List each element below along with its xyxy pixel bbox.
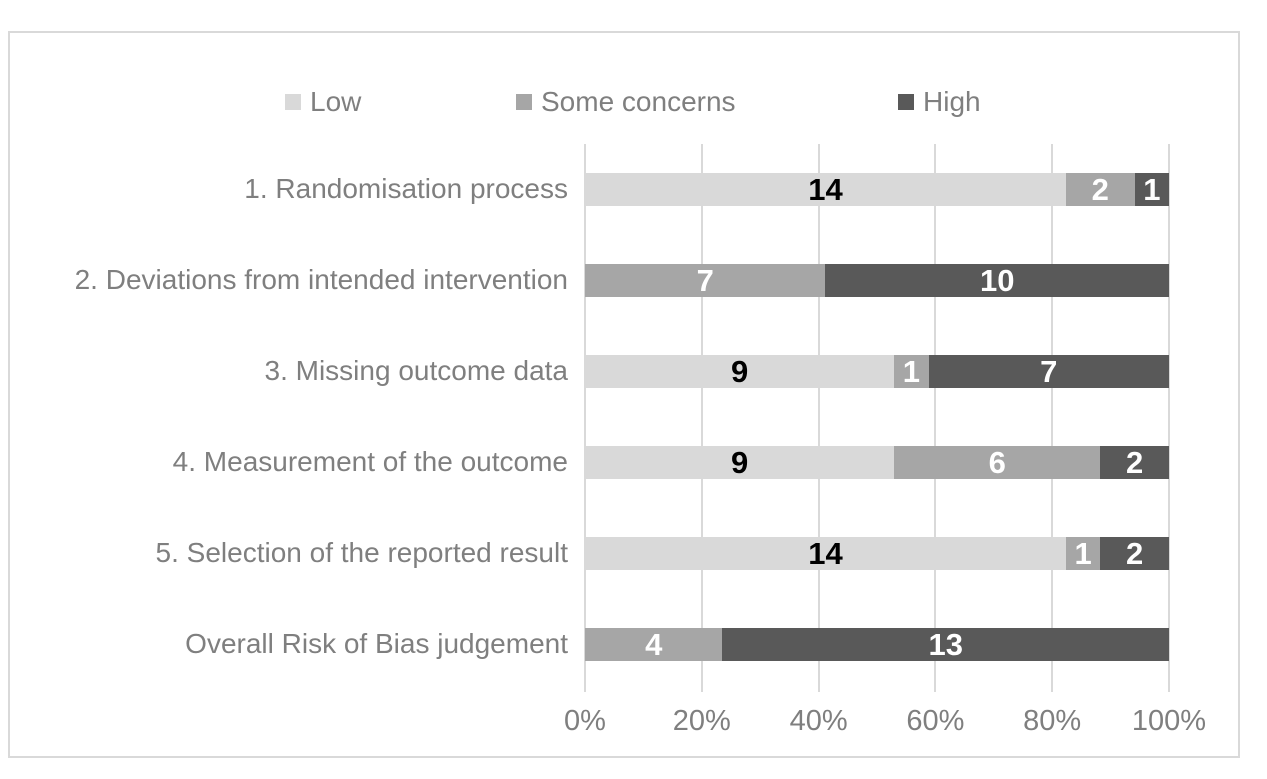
bar-segment-high: 13: [722, 628, 1169, 661]
stacked-bar: 9 1 7: [585, 355, 1169, 388]
bar-segment-low: 14: [585, 173, 1066, 206]
bar-segment-some-concerns: 4: [585, 627, 723, 662]
data-label: 14: [808, 536, 843, 571]
category-label: 1. Randomisation process: [244, 173, 568, 204]
gridline-0%: [584, 144, 586, 692]
data-label: 9: [730, 354, 749, 389]
stacked-bar: 7 10: [585, 264, 1169, 297]
legend-swatch-icon: [898, 94, 914, 110]
data-label: 4: [645, 627, 663, 662]
data-label: 2: [1091, 172, 1109, 207]
data-label: 13: [928, 627, 963, 662]
data-label: 1: [1143, 172, 1161, 207]
data-label: 6: [988, 445, 1006, 480]
plot-area: 1. Randomisation process 14 2 1 2. Deviation…: [75, 144, 1206, 737]
legend-label: High: [923, 86, 981, 117]
x-tick-label: 80%: [1023, 705, 1082, 737]
bar-segment-some-concerns: 2: [1065, 172, 1135, 207]
bar-segment-some-concerns: 1: [1065, 536, 1101, 571]
bar-segment-high: 7: [928, 354, 1169, 389]
data-label: 1: [902, 354, 920, 389]
bar-segment-some-concerns: 6: [894, 445, 1101, 480]
category-label: 3. Missing outcome data: [264, 355, 569, 386]
bar-segment-high: 1: [1134, 172, 1169, 207]
stacked-bar: 14 2 1: [585, 173, 1169, 206]
stacked-bar: 14 1 2: [585, 537, 1169, 570]
table-row: 1. Randomisation process 14 2 1: [244, 144, 1169, 235]
bar-segment-some-concerns: 1: [894, 354, 929, 389]
x-tick-label: 40%: [789, 705, 848, 737]
data-label: 9: [730, 445, 749, 480]
x-tick-label: 100%: [1131, 705, 1207, 737]
category-label: 2. Deviations from intended intervention: [74, 264, 568, 295]
gridline-40%: [817, 144, 820, 692]
legend-item-high: High: [898, 85, 981, 119]
gridline-80%: [1051, 144, 1054, 692]
table-row: Overall Risk of Bias judgement 4 13: [185, 599, 1169, 690]
data-label: 10: [979, 263, 1015, 298]
stacked-bar: 4 13: [585, 628, 1169, 661]
bar-segment-high: 2: [1100, 537, 1169, 570]
bar-segment-some-concerns: 7: [585, 263, 826, 298]
x-axis: 0% 20% 40% 60% 80% 100%: [564, 704, 1206, 744]
data-label: 1: [1074, 536, 1092, 571]
x-tick-label: 20%: [672, 705, 731, 737]
data-label: 7: [696, 263, 714, 298]
gridline-60%: [934, 144, 937, 692]
bar-segment-low: 14: [585, 537, 1066, 570]
stacked-bar: 9 6 2: [585, 446, 1169, 479]
data-label: 7: [1040, 354, 1058, 389]
legend-item-some-concerns: Some concerns: [516, 85, 736, 119]
category-label: 4. Measurement of the outcome: [172, 446, 568, 477]
x-tick-label: 0%: [564, 705, 606, 737]
legend-swatch-icon: [516, 94, 532, 110]
bar-segment-high: 2: [1100, 446, 1169, 479]
bar-segment-low: 9: [585, 354, 895, 389]
legend-swatch-icon: [285, 94, 301, 110]
data-label: 2: [1126, 445, 1144, 480]
legend-label: Some concerns: [541, 86, 736, 117]
table-row: 5. Selection of the reported result 14 1 2: [156, 508, 1169, 599]
category-label: 5. Selection of the reported result: [155, 537, 568, 568]
legend-label: Low: [310, 86, 362, 117]
x-tick-label: 60%: [906, 705, 965, 737]
data-label: 2: [1126, 536, 1144, 571]
data-label: 14: [808, 172, 843, 207]
gridline-100%: [1168, 144, 1170, 692]
gridline-20%: [700, 144, 703, 692]
category-label: Overall Risk of Bias judgement: [185, 628, 568, 659]
bar-segment-low: 9: [585, 445, 895, 480]
table-row: 2. Deviations from intended intervention…: [75, 235, 1169, 326]
bar-segment-high: 10: [825, 264, 1169, 297]
legend-item-low: Low: [285, 85, 361, 119]
table-row: 4. Measurement of the outcome 9 6 2: [173, 417, 1169, 508]
table-row: 3. Missing outcome data 9 1 7: [265, 326, 1169, 417]
chart-frame: Low Some concerns High 1. Randomisation pr…: [8, 31, 1240, 758]
